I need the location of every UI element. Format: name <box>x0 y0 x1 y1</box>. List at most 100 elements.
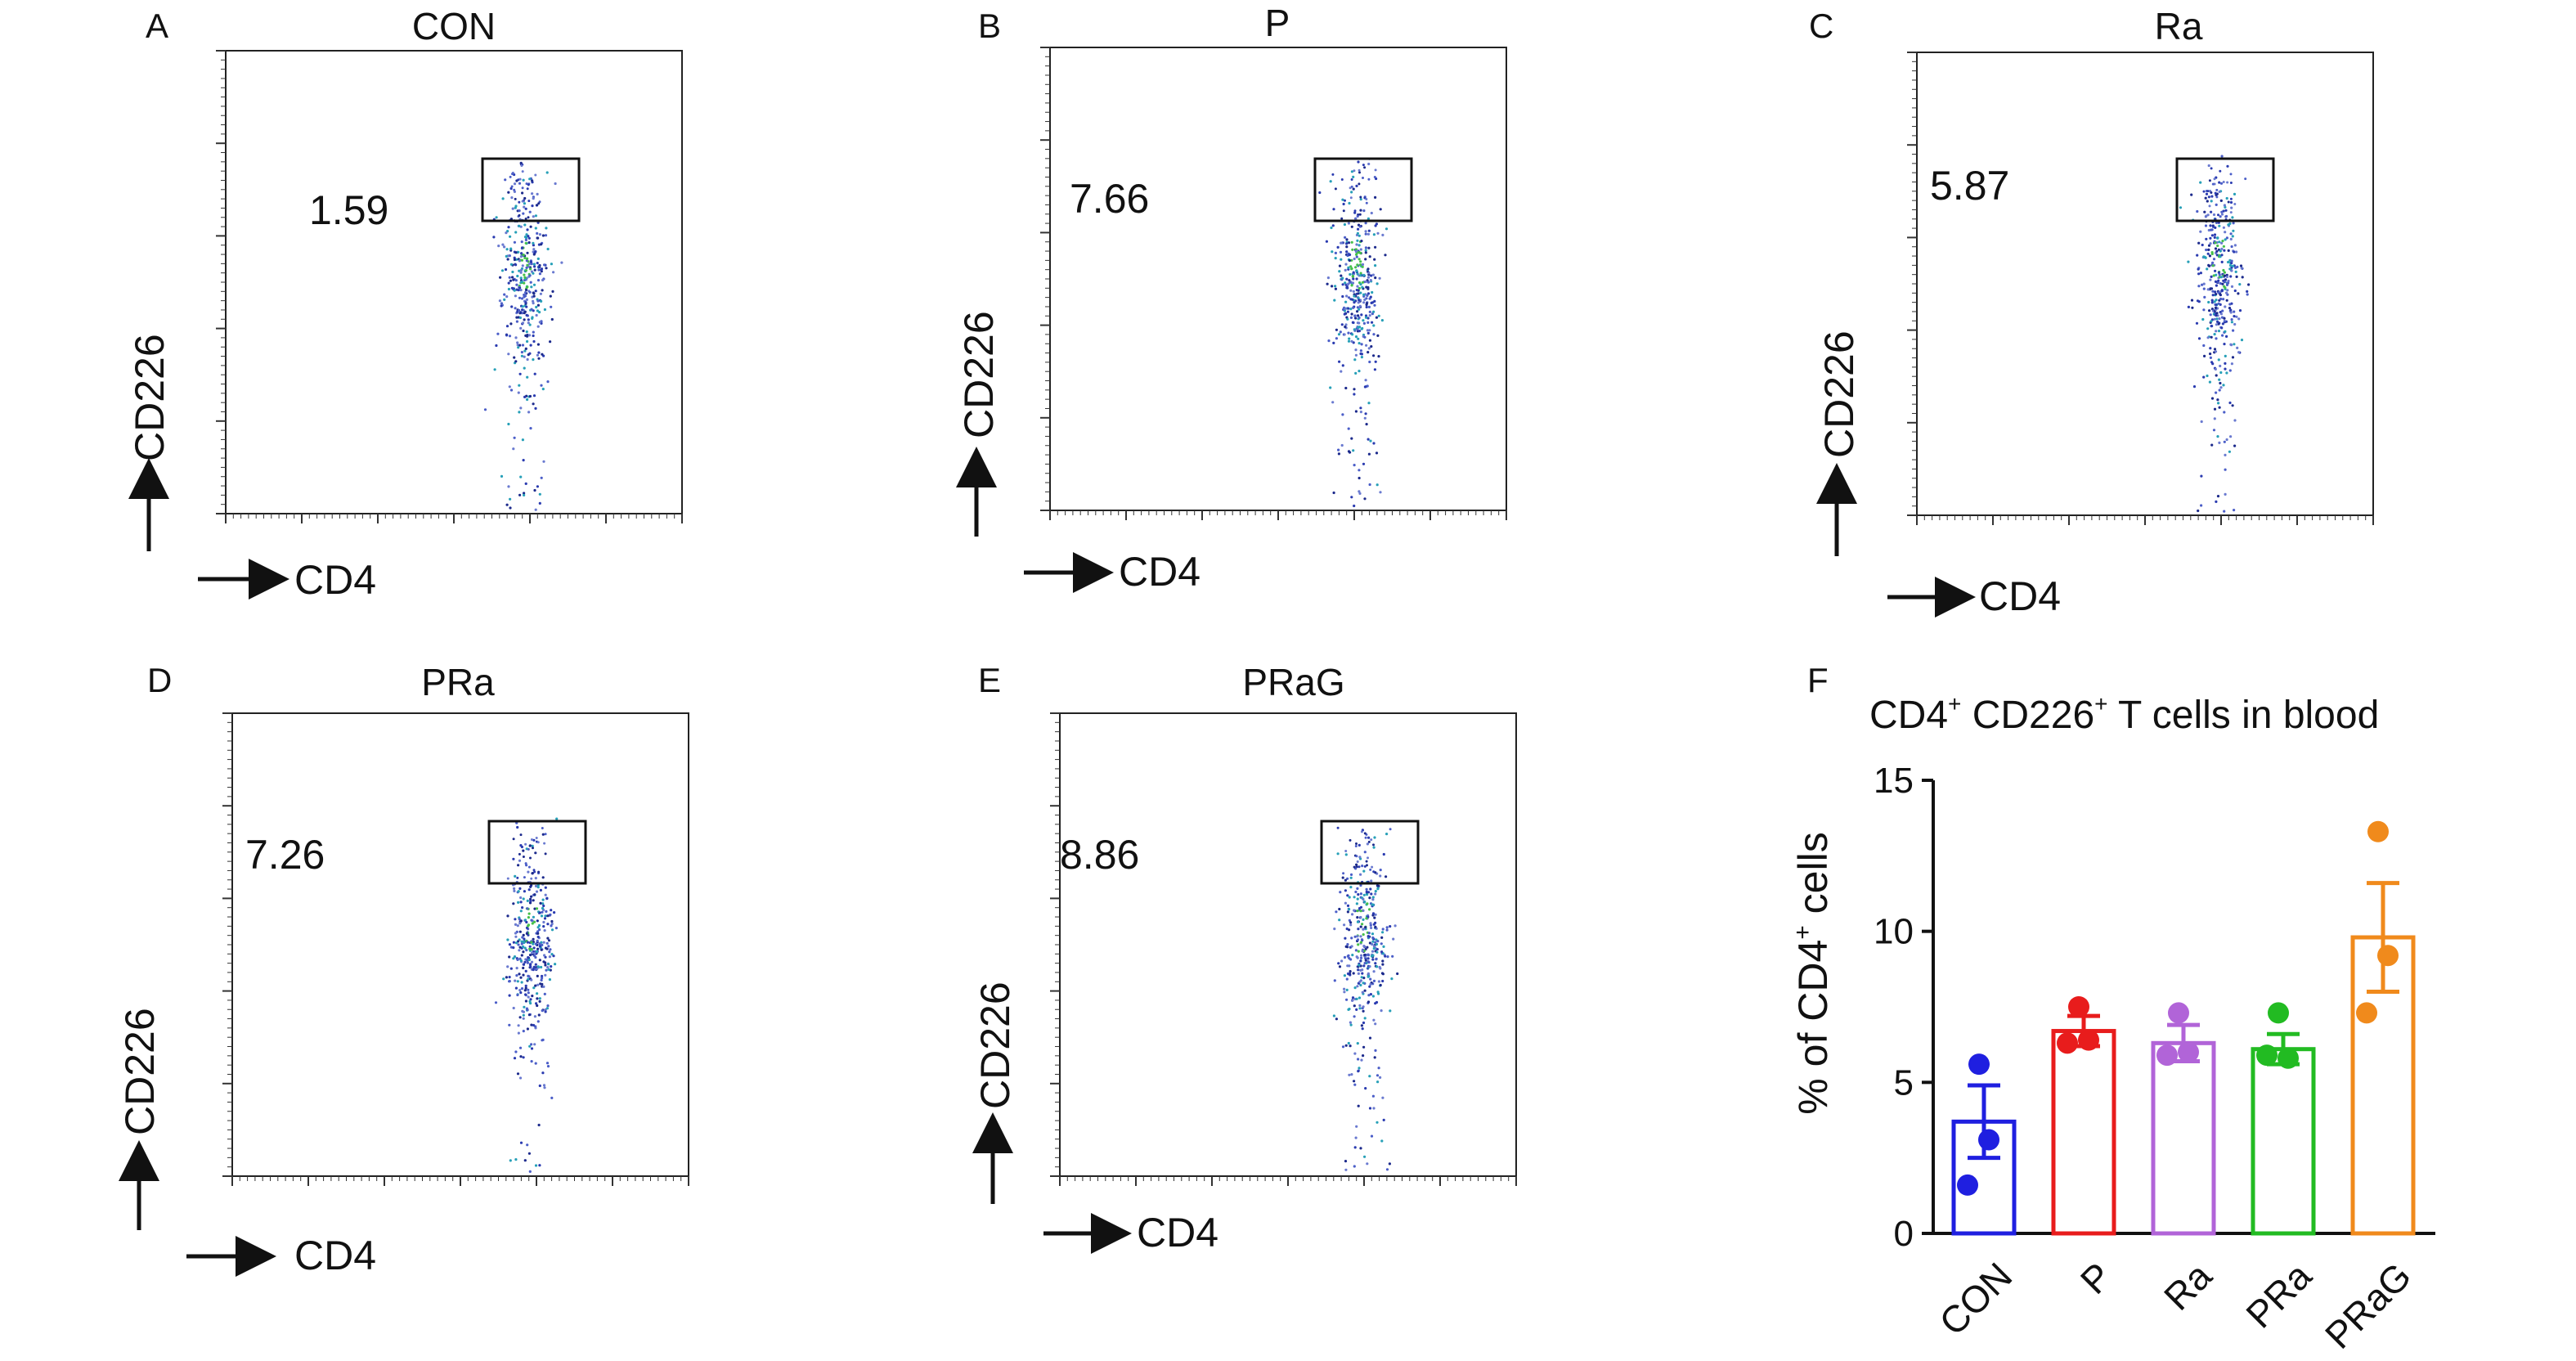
cell-dot <box>509 235 512 238</box>
cell-dot <box>2227 260 2230 264</box>
cell-dot <box>1379 874 1382 878</box>
cell-dot <box>1353 169 1356 173</box>
cell-dot <box>1334 285 1337 288</box>
cell-dot <box>1362 977 1366 980</box>
cell-dot <box>1353 301 1356 304</box>
cell-dot <box>1349 316 1353 319</box>
cell-dot <box>502 977 505 981</box>
cell-dot <box>524 269 528 272</box>
cell-dot <box>524 862 527 865</box>
cell-dot <box>1351 954 1354 957</box>
cell-dot <box>2210 251 2214 254</box>
cell-dot <box>520 240 523 244</box>
cell-dot <box>521 308 524 312</box>
cell-dot <box>1329 386 1332 389</box>
cell-dot <box>1344 281 1347 285</box>
cell-dot <box>536 997 539 1000</box>
cell-dot <box>540 299 543 303</box>
cell-dot <box>2220 326 2224 330</box>
cell-dot <box>526 899 529 902</box>
cell-dot <box>1358 1067 1361 1070</box>
cell-dot <box>528 1044 532 1048</box>
cell-dot <box>1374 245 1377 249</box>
cell-dot <box>495 344 498 348</box>
cell-dot <box>2211 225 2215 228</box>
cell-dot <box>2220 289 2224 292</box>
cell-dot <box>2237 317 2241 321</box>
cell-dot <box>517 890 520 893</box>
cell-dot <box>2236 346 2239 349</box>
cell-dot <box>1346 310 1349 313</box>
cell-dot <box>527 411 531 414</box>
cell-dot <box>1364 280 1367 284</box>
cell-dot <box>544 914 547 918</box>
cell-dot <box>520 981 523 984</box>
cell-dot <box>529 344 532 347</box>
cell-dot <box>535 890 539 893</box>
cell-dot <box>544 833 547 836</box>
cell-dot <box>1363 335 1367 339</box>
cell-dot <box>2197 509 2200 513</box>
cell-dot <box>2221 334 2224 337</box>
cell-dot <box>530 895 533 898</box>
cell-dot <box>534 1062 537 1065</box>
cell-dot <box>536 919 539 923</box>
cell-dot <box>1362 909 1365 912</box>
cell-dot <box>1367 177 1371 181</box>
cell-dot <box>522 950 525 954</box>
cell-dot <box>538 501 541 505</box>
cell-dot <box>541 234 545 237</box>
cell-dot <box>1345 242 1349 245</box>
cell-dot <box>1368 908 1371 911</box>
cell-dot <box>519 255 523 258</box>
cell-dot <box>2239 264 2243 267</box>
cell-dot <box>1364 258 1367 261</box>
cell-dot <box>1344 263 1348 266</box>
cell-dot <box>2219 169 2222 173</box>
cell-dot <box>542 925 545 928</box>
cell-dot <box>548 950 551 954</box>
cell-dot <box>2224 330 2227 333</box>
cell-dot <box>1363 901 1367 904</box>
cell-dot <box>528 999 532 1003</box>
data-point <box>2178 1041 2199 1063</box>
cell-dot <box>2214 247 2218 250</box>
cell-dot <box>525 959 529 962</box>
cell-dot <box>521 936 524 939</box>
cell-dot <box>518 213 521 217</box>
y-ticks <box>222 712 232 1177</box>
cell-dot <box>1357 950 1360 953</box>
cell-dot <box>1343 990 1346 994</box>
cell-dot <box>2203 210 2206 213</box>
cell-dot <box>1384 954 1387 958</box>
cell-dot <box>536 236 540 240</box>
cell-dot <box>1349 958 1353 961</box>
cell-dot <box>524 999 528 1003</box>
cell-dot <box>531 922 534 925</box>
cell-dot <box>1356 231 1359 235</box>
cell-dot <box>521 264 524 267</box>
cell-dot <box>1382 945 1385 948</box>
cell-dot <box>1381 928 1384 931</box>
cell-dot <box>1353 464 1356 467</box>
cell-dot <box>2206 252 2210 255</box>
cell-dot <box>529 281 532 284</box>
cell-dot <box>1371 1094 1375 1098</box>
cell-dot <box>1346 894 1349 897</box>
cell-dot <box>538 321 541 324</box>
cell-dot <box>518 859 522 862</box>
cell-dot <box>1358 234 1361 237</box>
cell-dot <box>1361 281 1364 284</box>
cell-dot <box>2187 305 2190 308</box>
cell-dot <box>1348 201 1351 205</box>
cell-dot <box>1375 451 1379 455</box>
cell-dot <box>1364 232 1367 236</box>
cell-dot <box>518 372 522 375</box>
cell-dot <box>519 225 523 228</box>
cell-dot <box>1353 393 1356 396</box>
cell-dot <box>518 949 521 952</box>
cell-dot <box>2214 367 2217 371</box>
flow-panel-e: E PRaG 8.86 CD4 CD226 <box>972 661 1517 1255</box>
cell-dot <box>519 976 523 979</box>
dot-cloud <box>494 817 559 1173</box>
